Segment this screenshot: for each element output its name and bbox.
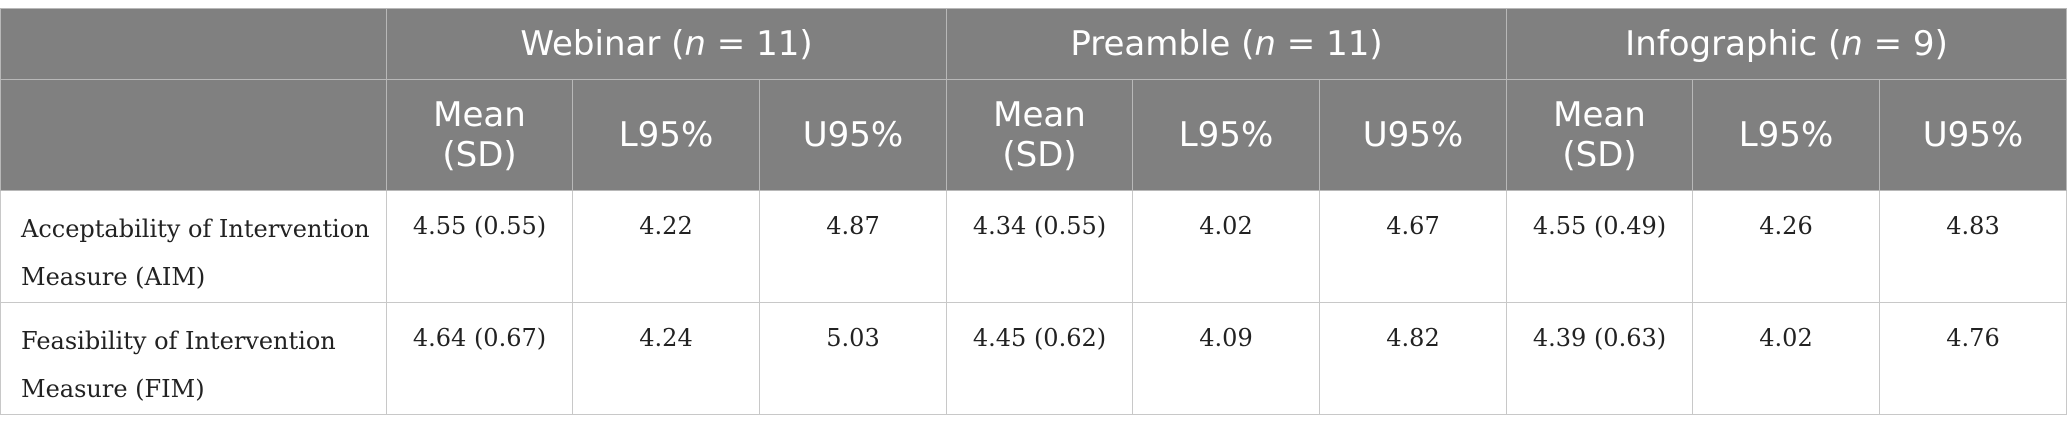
- group-header-webinar: Webinar (n = 11): [386, 8, 947, 80]
- column-header-u95: U95%: [1878, 79, 2067, 191]
- table-row-aim: Acceptability of Intervention Measure (AI…: [0, 190, 2067, 303]
- table-cell: 4.82: [1319, 302, 1507, 415]
- header-corner-cell: [0, 8, 387, 80]
- table-cell: 4.26: [1692, 190, 1880, 303]
- table-cell: 4.02: [1132, 190, 1320, 303]
- table-cell: 4.87: [759, 190, 947, 303]
- table-row-fim: Feasibility of Intervention Measure (FIM)…: [0, 302, 2067, 415]
- table-cell: 4.64 (0.67): [386, 302, 573, 415]
- table-header: Webinar (n = 11) Preamble (n = 11) Infog…: [0, 8, 2067, 191]
- table-cell: 4.22: [572, 190, 760, 303]
- row-label-aim: Acceptability of Intervention Measure (AI…: [0, 190, 387, 303]
- column-header-u95: U95%: [759, 79, 947, 191]
- table-cell: 4.67: [1319, 190, 1507, 303]
- column-header-l95: L95%: [1132, 79, 1320, 191]
- sub-header-corner-cell: [0, 79, 387, 191]
- group-header-row: Webinar (n = 11) Preamble (n = 11) Infog…: [0, 8, 2067, 80]
- column-header-u95: U95%: [1319, 79, 1507, 191]
- table-cell: 4.83: [1878, 190, 2067, 303]
- table-cell: 4.02: [1692, 302, 1880, 415]
- column-header-mean-sd: Mean (SD): [1506, 79, 1693, 191]
- table-cell: 5.03: [759, 302, 947, 415]
- table-cell: 4.24: [572, 302, 760, 415]
- column-header-l95: L95%: [572, 79, 760, 191]
- table-cell: 4.45 (0.62): [946, 302, 1133, 415]
- group-header-infographic: Infographic (n = 9): [1505, 8, 2067, 80]
- table-cell: 4.39 (0.63): [1506, 302, 1693, 415]
- table-cell: 4.55 (0.55): [386, 190, 573, 303]
- row-label-fim: Feasibility of Intervention Measure (FIM): [0, 302, 387, 415]
- table-cell: 4.09: [1132, 302, 1320, 415]
- column-header-mean-sd: Mean (SD): [946, 79, 1133, 191]
- column-header-mean-sd: Mean (SD): [386, 79, 573, 191]
- group-header-preamble: Preamble (n = 11): [946, 8, 1507, 80]
- table-cell: 4.55 (0.49): [1506, 190, 1693, 303]
- table-cell: 4.34 (0.55): [946, 190, 1133, 303]
- results-table: Webinar (n = 11) Preamble (n = 11) Infog…: [0, 8, 2067, 415]
- table-cell: 4.76: [1878, 302, 2067, 415]
- table-body: Acceptability of Intervention Measure (AI…: [0, 190, 2067, 415]
- column-header-l95: L95%: [1692, 79, 1880, 191]
- sub-header-row: Mean (SD) L95% U95% Mean (SD) L95% U95% Me…: [0, 79, 2067, 191]
